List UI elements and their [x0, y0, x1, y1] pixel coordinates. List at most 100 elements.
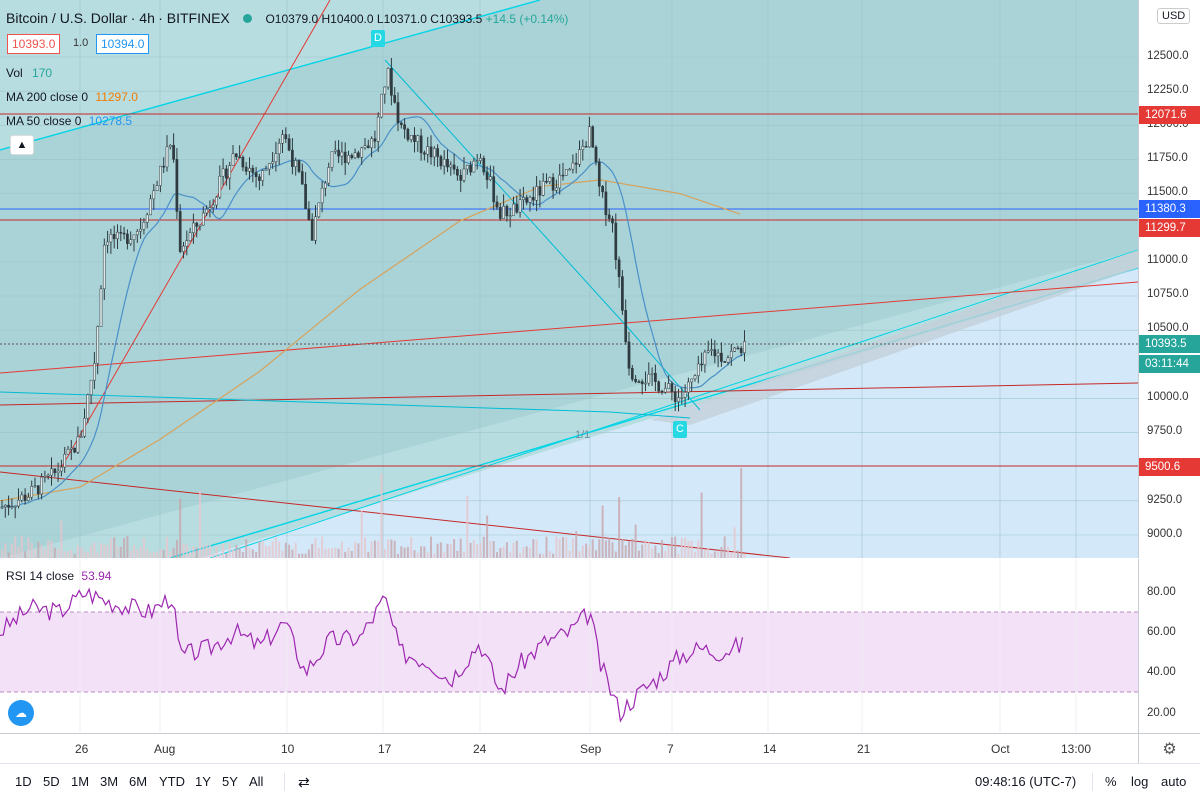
candle	[3, 504, 7, 508]
candle	[314, 216, 317, 241]
range-all-button[interactable]: All	[249, 774, 264, 789]
candle	[637, 381, 641, 383]
volume-bar	[608, 538, 611, 558]
volume-bar	[27, 537, 30, 558]
auto-scale-toggle[interactable]: auto	[1161, 774, 1187, 789]
ma200-legend[interactable]: MA 200 close 0 11297.0	[6, 90, 138, 104]
volume-bar	[367, 551, 370, 558]
collapse-legend-button[interactable]: ▲	[10, 135, 34, 155]
volume-bar	[133, 544, 135, 558]
candle	[297, 160, 301, 172]
price-tick: 9750.0	[1147, 425, 1183, 437]
volume-bar	[199, 490, 201, 558]
candle	[277, 143, 281, 154]
volume-bar	[670, 537, 673, 558]
volume-bar	[73, 553, 76, 558]
candle	[225, 168, 228, 179]
volume-bar	[680, 538, 683, 558]
range-1d-button[interactable]: 1D	[15, 774, 32, 789]
log-scale-toggle[interactable]: log	[1131, 774, 1149, 789]
candle	[726, 357, 730, 363]
main-chart-pane[interactable]: Bitcoin / U.S. Dollar · 4h · BITFINEX O1…	[0, 0, 1138, 558]
range-1y-button[interactable]: 1Y	[195, 774, 211, 789]
candle	[663, 388, 667, 393]
candle	[710, 349, 713, 351]
goto-date-icon[interactable]: ⇄	[298, 774, 310, 790]
volume-bar	[83, 551, 86, 558]
ask-price-box[interactable]: 10394.0	[96, 34, 150, 54]
candle	[198, 224, 202, 227]
volume-legend[interactable]: Vol 170	[6, 66, 52, 80]
volume-bar	[100, 543, 102, 558]
tradingview-logo[interactable]: ☁	[8, 700, 34, 726]
volume-bar	[611, 542, 614, 558]
range-6m-button[interactable]: 6M	[129, 774, 148, 789]
volume-bar	[63, 551, 66, 558]
candle	[149, 198, 152, 216]
time-tick: 26	[75, 742, 89, 756]
volume-bar	[628, 541, 630, 558]
candle	[99, 288, 103, 327]
range-5d-button[interactable]: 5D	[43, 774, 60, 789]
range-3m-button[interactable]: 3M	[100, 774, 119, 789]
ma50-legend[interactable]: MA 50 close 0 10278.5	[6, 114, 132, 128]
time-tick: Oct	[991, 742, 1010, 756]
rsi-chart[interactable]	[0, 559, 1138, 733]
volume-bar	[235, 545, 238, 558]
candle	[644, 382, 647, 385]
candle	[376, 116, 380, 142]
volume-bar	[740, 468, 743, 558]
marker-d[interactable]: D	[371, 30, 385, 47]
volume-bar	[512, 543, 515, 558]
marker-c[interactable]: C	[673, 421, 687, 438]
volume-bar	[80, 547, 83, 558]
volume-bar	[733, 527, 736, 558]
rsi-pane[interactable]: RSI 14 close 53.94 ☁	[0, 559, 1138, 733]
currency-badge[interactable]: USD	[1157, 8, 1191, 24]
candle	[396, 102, 400, 124]
price-chart[interactable]	[0, 0, 1138, 558]
percent-scale-toggle[interactable]: %	[1105, 774, 1117, 789]
volume-bar	[347, 547, 350, 558]
volume-bar	[4, 543, 7, 558]
volume-bar	[14, 536, 17, 558]
candle	[462, 168, 466, 181]
volume-bar	[552, 553, 555, 558]
range-1m-button[interactable]: 1M	[71, 774, 90, 789]
price-axis[interactable]: USD 12500.0 12250.0 12000.0 11750.0 1150…	[1138, 0, 1200, 558]
candle	[132, 234, 136, 240]
volume-bar	[393, 540, 396, 558]
volume-bar	[664, 550, 667, 558]
symbol-legend[interactable]: Bitcoin / U.S. Dollar · 4h · BITFINEX O1…	[6, 10, 569, 26]
volume-bar	[383, 548, 386, 558]
range-5y-button[interactable]: 5Y	[222, 774, 238, 789]
last-price-label: 10393.5	[1139, 335, 1200, 353]
volume-bar	[657, 553, 660, 558]
volume-bar	[700, 492, 703, 558]
volume-bars	[1, 468, 746, 558]
volume-bar	[119, 546, 122, 558]
volume-label: Vol	[6, 66, 23, 80]
bid-price-box[interactable]: 10393.0	[7, 34, 61, 54]
volume-bar	[53, 547, 56, 558]
rsi-legend[interactable]: RSI 14 close 53.94	[6, 569, 111, 583]
volume-bar	[86, 552, 89, 558]
time-axis[interactable]: 26 Aug 10 17 24 Sep 7 14 21 Oct 13:00	[0, 733, 1138, 763]
candle	[300, 171, 304, 185]
candle	[66, 449, 70, 455]
candle	[238, 156, 241, 159]
price-tick: 10750.0	[1147, 288, 1189, 300]
clock-display[interactable]: 09:48:16 (UTC-7)	[975, 774, 1077, 789]
volume-bar	[294, 542, 297, 558]
range-ytd-button[interactable]: YTD	[159, 774, 185, 789]
volume-bar	[585, 543, 588, 558]
candle	[139, 229, 142, 232]
candle	[192, 222, 195, 233]
candle	[436, 148, 439, 157]
rsi-axis[interactable]: 80.00 60.00 40.00 20.00	[1138, 559, 1200, 733]
volume-bar	[93, 542, 96, 558]
volume-bar	[717, 550, 720, 558]
ma200-line	[0, 179, 741, 502]
candle	[162, 165, 166, 168]
chart-settings-button[interactable]: ⚙	[1138, 733, 1200, 763]
